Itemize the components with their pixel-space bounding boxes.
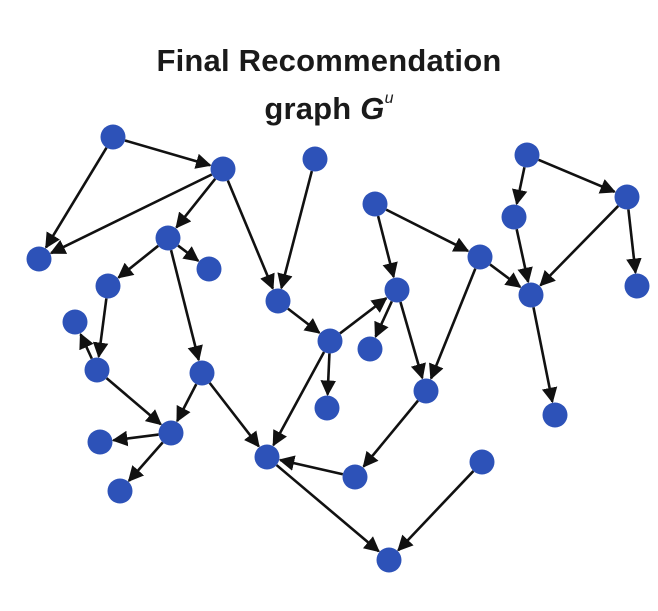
graph-node-n9 bbox=[197, 257, 222, 282]
edge-n3-n16 bbox=[228, 181, 273, 289]
graph-node-n5 bbox=[515, 143, 540, 168]
edge-n17-n23 bbox=[328, 353, 330, 394]
edge-n28-n27 bbox=[280, 460, 343, 474]
graph-node-n12 bbox=[468, 245, 493, 270]
edge-n5-n26 bbox=[539, 160, 615, 192]
edge-n8-n14 bbox=[171, 250, 199, 360]
edge-n31-n32 bbox=[533, 307, 552, 402]
graph-node-n26 bbox=[615, 185, 640, 210]
graph-node-n11 bbox=[63, 310, 88, 335]
edge-n1-n3 bbox=[125, 140, 210, 165]
edge-n13-n20 bbox=[107, 378, 161, 424]
edge-n12-n22 bbox=[431, 269, 475, 379]
graph-node-n4 bbox=[363, 192, 388, 217]
edge-n5-n6 bbox=[517, 167, 525, 204]
edge-n1-n7 bbox=[46, 148, 107, 248]
graph-node-n18 bbox=[385, 278, 410, 303]
graph-node-n22 bbox=[414, 379, 439, 404]
graph-node-n32 bbox=[543, 403, 568, 428]
graph-node-n1 bbox=[101, 125, 126, 150]
graph-node-n17 bbox=[318, 329, 343, 354]
edge-n4-n18 bbox=[378, 216, 394, 277]
graph-node-n29 bbox=[470, 450, 495, 475]
edge-n29-n33 bbox=[398, 471, 473, 550]
nodes-layer bbox=[27, 125, 650, 573]
edge-n8-n9 bbox=[178, 246, 198, 261]
edge-n18-n19 bbox=[376, 301, 392, 336]
graph-node-n6 bbox=[502, 205, 527, 230]
graph-node-n27 bbox=[255, 445, 280, 470]
edge-n26-n30 bbox=[628, 209, 635, 272]
graph-node-n19 bbox=[358, 337, 383, 362]
edge-n8-n10 bbox=[119, 246, 159, 278]
edge-n14-n27 bbox=[210, 383, 259, 446]
graph-node-n2 bbox=[303, 147, 328, 172]
edge-n12-n31 bbox=[490, 264, 520, 286]
edge-n22-n28 bbox=[364, 401, 418, 467]
edge-n13-n11 bbox=[81, 334, 92, 358]
graph-node-n16 bbox=[266, 289, 291, 314]
edge-n20-n34 bbox=[129, 442, 163, 480]
graph-node-n8 bbox=[156, 226, 181, 251]
graph-node-n14 bbox=[190, 361, 215, 386]
graph-node-n28 bbox=[343, 465, 368, 490]
edge-n4-n12 bbox=[386, 210, 468, 251]
graph-node-n20 bbox=[159, 421, 184, 446]
graph-node-n33 bbox=[377, 548, 402, 573]
graph-node-n21 bbox=[88, 430, 113, 455]
edge-n20-n21 bbox=[113, 435, 158, 441]
graph-node-n3 bbox=[211, 157, 236, 182]
edge-n3-n8 bbox=[176, 179, 215, 228]
edge-n6-n31 bbox=[517, 229, 528, 282]
edge-n16-n17 bbox=[288, 309, 319, 333]
graph-node-n34 bbox=[108, 479, 133, 504]
graph-node-n30 bbox=[625, 274, 650, 299]
graph-node-n13 bbox=[85, 358, 110, 383]
graph-node-n10 bbox=[96, 274, 121, 299]
edge-n18-n22 bbox=[400, 302, 422, 378]
graph-node-n23 bbox=[315, 396, 340, 421]
edge-n10-n13 bbox=[99, 298, 107, 356]
edge-n14-n20 bbox=[177, 384, 196, 421]
graph-node-n7 bbox=[27, 247, 52, 272]
graph-node-n31 bbox=[519, 283, 544, 308]
edge-n2-n16 bbox=[281, 171, 311, 288]
edge-n26-n31 bbox=[540, 206, 618, 285]
edge-n17-n27 bbox=[273, 352, 324, 445]
